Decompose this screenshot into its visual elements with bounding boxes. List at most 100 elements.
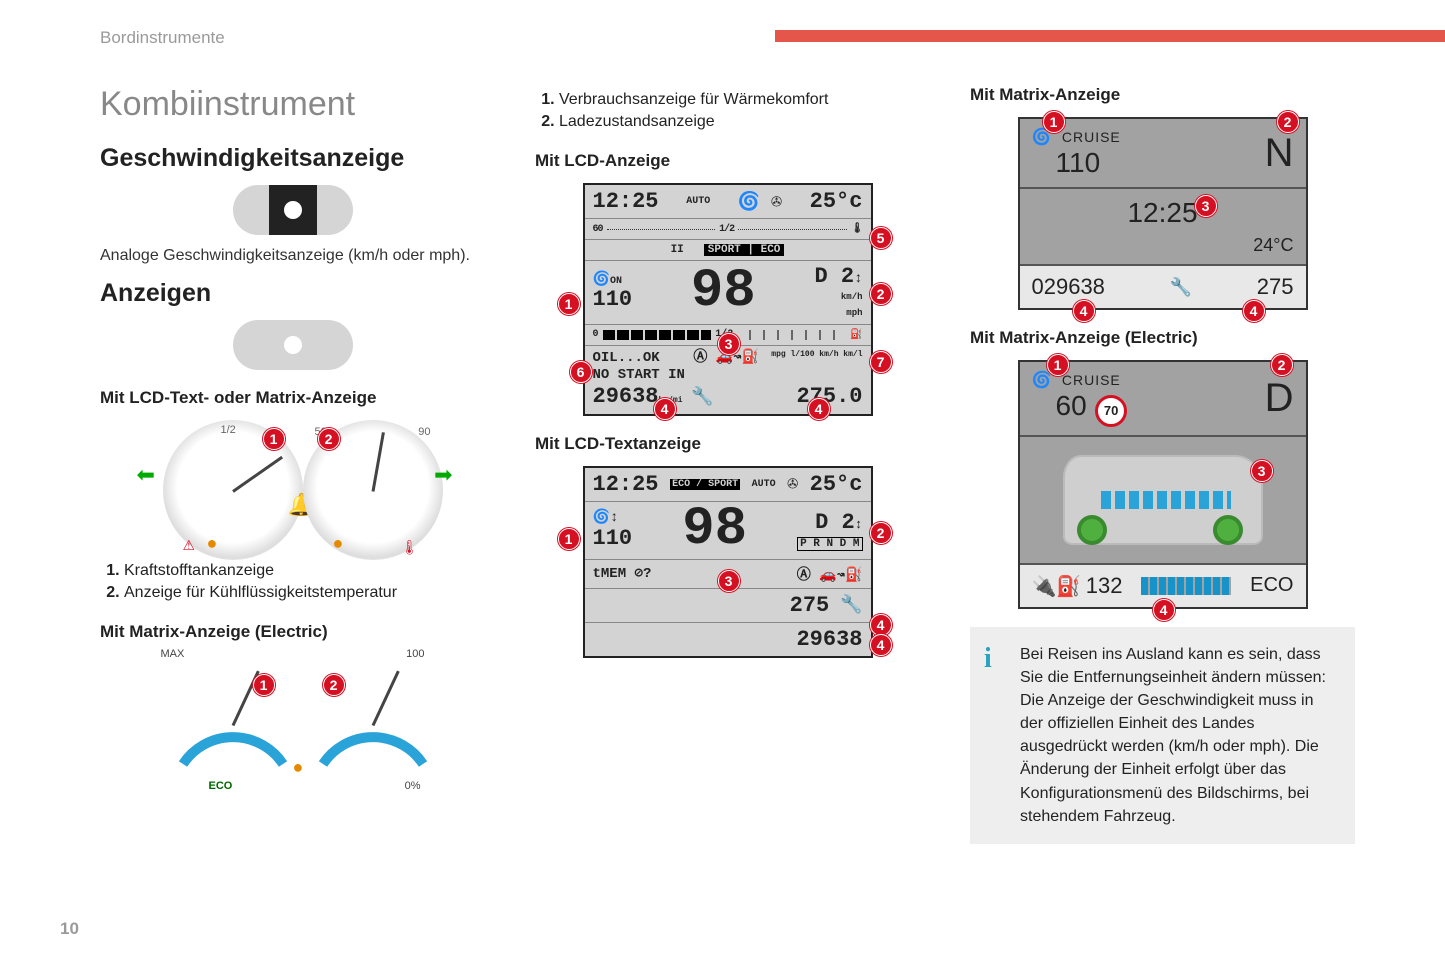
lcd-gear: D 2 [814,264,854,289]
column-left: Kombiinstrument Geschwindigkeitsanzeige … [100,85,485,844]
callout: 3 [1251,460,1273,482]
lcd-sport-eco: SPORT | ECO [704,244,785,256]
matrix-heading: Mit Matrix-Anzeige [970,85,1355,105]
legend-electric: Verbrauchsanzeige für Wärmekomfort Ladez… [535,89,920,133]
callout: 4 [1243,300,1265,322]
charge-gauge: 0% [303,654,443,794]
gauge-cluster-electric: MAX 100 ECO 0% ● 1 2 [143,654,443,784]
sub-electric-heading: Mit Matrix-Anzeige (Electric) [100,622,485,642]
lt-gear: D 2 [815,510,855,535]
power-gauge: ECO [163,654,303,794]
matrix-wrap: 🌀 CRUISE 110 N 12:25 24°C 029638 🔧 275 1… [1003,117,1323,310]
temp-icon: 🌡 [851,223,863,235]
speedo-icon: 🌀 [1032,372,1052,389]
cluster-illustration-small [233,320,353,370]
car-icon: Ⓐ 🚗↝⛽ [797,564,863,584]
chapter-heading: Bordinstrumente [100,28,225,48]
m-trip: 275 [1257,274,1294,300]
fuel-low-icon: ⚠ [183,537,196,554]
plug-icon: 🔌⛽ [1032,576,1082,598]
turn-right-icon: ➡ [434,462,452,488]
lcd-cruise: 110 [593,287,633,312]
temp-warn-icon: 🌡 [401,539,419,556]
m-clock: 12:25 [1032,197,1294,229]
lcd-text-screen: 12:25 ECO / SPORT AUTO ✇ 25°c 🌀↕110 98 D… [583,466,873,658]
callout: 4 [654,398,676,420]
info-text: Bei Reisen ins Ausland kann es sein, das… [1020,646,1326,825]
lcd-speed: 98 [691,268,756,317]
van-energy-diagram [1063,455,1263,545]
me-range: 132 [1086,573,1123,598]
lcd-temp: 25°c [810,189,863,214]
legend-item: Verbrauchsanzeige für Wärmekomfort [559,89,920,111]
orange-dot-icon: ● [333,533,344,554]
info-icon: i [984,639,992,680]
lt-prndm: P R N D M [797,537,862,551]
me-gear: D [1265,376,1294,421]
callout: 2 [870,522,892,544]
matrix-elec-heading: Mit Matrix-Anzeige (Electric) [970,328,1355,348]
lcd-screen: 12:25 AUTO 🌀 ✇ 25°c 60 1/2 🌡 II SPORT | … [583,183,873,416]
callout: 3 [718,333,740,355]
me-cruise-label: CRUISE [1062,372,1121,388]
wheel-icon: ✇ [787,473,798,495]
callout: 2 [1271,354,1293,376]
callout-2: 2 [318,428,340,450]
column-right: Mit Matrix-Anzeige 🌀 CRUISE 110 N 12:25 … [970,85,1355,844]
turn-left-icon: ⬅ [137,462,155,488]
unit-mph: mph [846,308,862,318]
page-number: 10 [60,919,79,939]
m-gear: N [1265,131,1294,176]
page-title: Kombiinstrument [100,85,485,124]
unit-kmh: km/h [841,292,863,302]
lt-auto: AUTO [752,479,776,490]
lcd-clock: 12:25 [593,189,659,214]
speedo-icon: 🌀 [593,510,610,526]
wrench-icon: 🔧 [840,594,862,616]
lt-eco-sport: ECO / SPORT [670,479,740,490]
lcd-screen-wrap: 12:25 AUTO 🌀 ✇ 25°c 60 1/2 🌡 II SPORT | … [558,183,898,416]
legend-item: Anzeige für Kühlflüssigkeitstemperatur [124,582,485,604]
sub-lcd-matrix-heading: Mit LCD-Text- oder Matrix-Anzeige [100,388,485,408]
callout: 3 [718,570,740,592]
callout: 4 [870,634,892,656]
legend-item: Ladezustandsanzeige [559,111,920,133]
callout: 1 [558,528,580,550]
m-cruise-val: 110 [1056,147,1101,178]
speedo-icon: 🌀 [593,272,610,288]
orange-dot-icon: ● [293,757,304,778]
wiper-icon: 🌀 ✇ [738,191,782,213]
gauge-cluster-fuel-temp: ⬅ 1/2 ⚠ ● 🔔 50 90 ● 🌡 ➡ 1 2 [143,420,443,550]
anzeigen-heading: Anzeigen [100,279,485,308]
callout: 1 [1043,111,1065,133]
column-middle: Verbrauchsanzeige für Wärmekomfort Ladez… [535,85,920,844]
speed-limit-sign: 70 [1095,395,1127,427]
callout: 4 [808,398,830,420]
speedo-description: Analoge Geschwindigkeitsanzeige (km/h od… [100,245,485,267]
lt-temp: 25°c [810,472,863,497]
scale-left: 60 [593,224,603,235]
callout: 1 [1047,354,1069,376]
m-cruise-label: CRUISE [1062,129,1121,145]
callout: 2 [1277,111,1299,133]
orange-indicator-icon: ● [207,533,218,554]
wrench-icon: 🔧 [1170,277,1192,298]
lt-trip: 275 [790,593,830,618]
fuel-scale-mid: 1/2 [221,424,236,436]
callout: 2 [870,283,892,305]
lt-tmem: tMEM [593,566,627,582]
analog-speedo-illustration [233,185,353,235]
lcd-text-wrap: 12:25 ECO / SPORT AUTO ✇ 25°c 🌀↕110 98 D… [558,466,898,658]
lcd-pause: II [671,244,684,256]
legend-fuel-temp: Kraftstofftankanzeige Anzeige für Kühlfl… [100,560,485,604]
matrix-elec-screen: 🌀 CRUISE 60 70 D 🔌⛽ 132 E [1018,360,1308,609]
lt-odo: 29638 [796,627,862,652]
matrix-screen: 🌀 CRUISE 110 N 12:25 24°C 029638 🔧 275 [1018,117,1308,310]
lt-speed: 98 [682,506,747,555]
page-content: Kombiinstrument Geschwindigkeitsanzeige … [100,85,1355,844]
speedo-heading: Geschwindigkeitsanzeige [100,144,485,173]
charge-bars [1141,577,1231,595]
me-cruise-val: 60 [1056,390,1087,421]
lcd-text-heading: Mit LCD-Textanzeige [535,434,920,454]
me-eco: ECO [1250,574,1293,597]
